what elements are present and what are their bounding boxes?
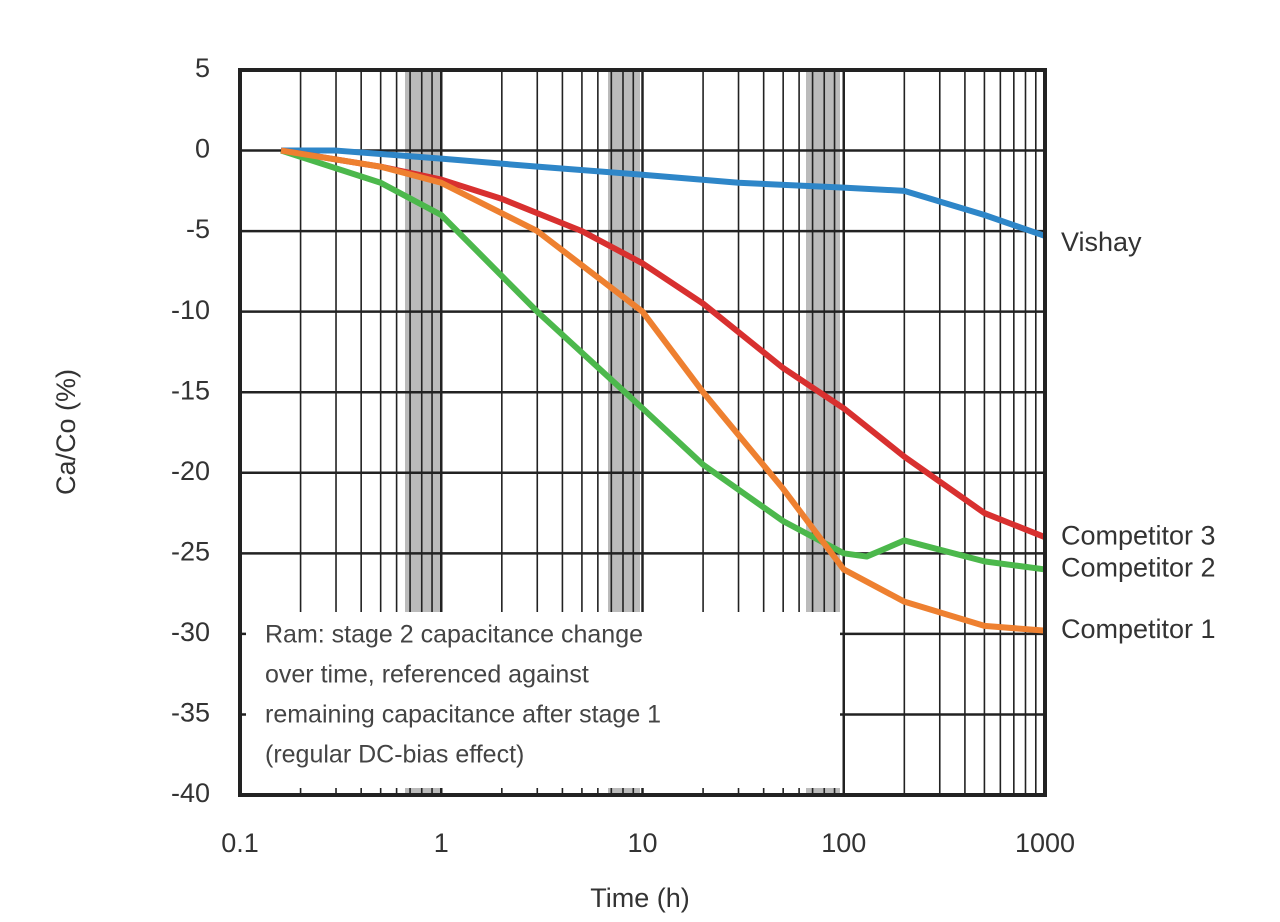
y-tick-label: -10	[171, 295, 210, 325]
x-tick-label: 0.1	[221, 828, 259, 858]
y-axis-label: Ca/Co (%)	[51, 369, 81, 495]
y-tick-label: -35	[171, 698, 210, 728]
x-axis-label: Time (h)	[590, 883, 690, 913]
series-label: Competitor 2	[1061, 553, 1216, 583]
y-tick-label: -5	[186, 214, 210, 244]
annotation-line: (regular DC-bias effect)	[265, 741, 524, 769]
y-tick-label: -25	[171, 536, 210, 566]
y-tick-label: -15	[171, 375, 210, 405]
lines	[280, 147, 1047, 634]
annotation: Ram: stage 2 capacitance change over time…	[265, 621, 661, 769]
annotation-line: Ram: stage 2 capacitance change	[265, 621, 643, 649]
series-line	[280, 147, 1046, 634]
annotation-box	[246, 612, 840, 788]
annotation-line: over time, referenced against	[265, 661, 589, 689]
y-tick-label: -40	[171, 778, 210, 808]
y-tick-label: -30	[171, 617, 210, 647]
plot-frame	[238, 68, 1047, 797]
x-tick-label: 1000	[1015, 828, 1075, 858]
y-tick-label: 0	[195, 134, 210, 164]
series-label: Competitor 3	[1061, 520, 1216, 550]
annotation-line: remaining capacitance after stage 1	[265, 701, 661, 729]
x-tick-label: 1	[434, 828, 449, 858]
series-line	[281, 147, 1046, 239]
x-tick-label: 10	[627, 828, 657, 858]
y-tick-label: 5	[195, 53, 210, 83]
y-tick-label: -20	[171, 456, 210, 486]
x-tick-label: 100	[821, 828, 866, 858]
series-label: Vishay	[1061, 227, 1142, 257]
series-line	[280, 147, 1046, 573]
series-label: Competitor 1	[1061, 614, 1216, 644]
